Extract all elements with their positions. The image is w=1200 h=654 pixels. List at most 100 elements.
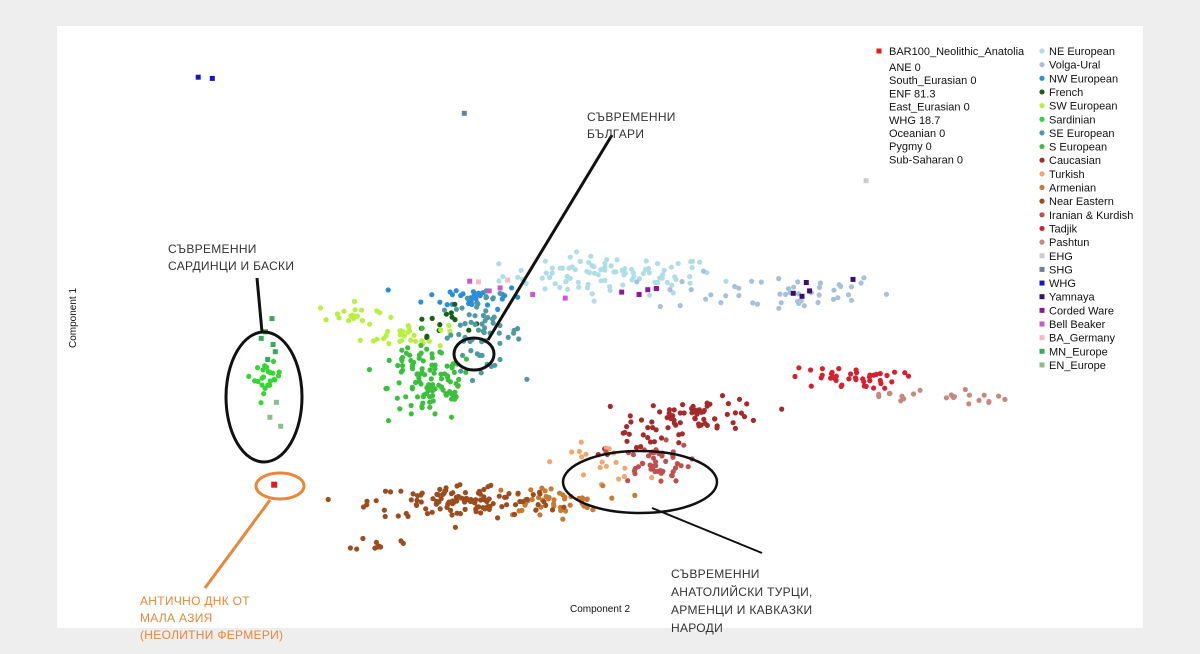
point-volga-ural bbox=[778, 300, 784, 306]
point-tadjik bbox=[861, 383, 867, 389]
point-near-eastern bbox=[477, 491, 483, 497]
legend-label-ne-european: NE European bbox=[1049, 46, 1115, 58]
point-ne-european bbox=[557, 265, 563, 271]
point-caucasian bbox=[679, 431, 685, 437]
point-sardinian bbox=[246, 373, 252, 379]
point-sw-european bbox=[374, 308, 380, 314]
point-caucasian bbox=[649, 419, 655, 425]
annotation-ellipse-sardinians bbox=[224, 330, 304, 464]
point-ne-european bbox=[660, 272, 666, 278]
point-armenian bbox=[590, 507, 596, 513]
point-armenian bbox=[516, 508, 522, 514]
point-ne-european bbox=[611, 269, 617, 275]
point-french bbox=[424, 335, 430, 341]
point-near-eastern bbox=[462, 499, 468, 505]
point-turkish bbox=[613, 459, 619, 465]
point-pashtun bbox=[962, 386, 968, 393]
point-tadjik bbox=[828, 375, 834, 381]
point-ne-european bbox=[552, 281, 558, 287]
point-ne-european bbox=[640, 270, 646, 277]
point-s-european bbox=[385, 418, 392, 424]
point-se-european bbox=[497, 340, 503, 346]
point-corded-ware bbox=[636, 292, 642, 297]
point-se-european bbox=[469, 377, 476, 384]
point-ne-european bbox=[607, 287, 613, 293]
point-near-eastern bbox=[418, 499, 424, 505]
point-near-eastern bbox=[418, 492, 424, 498]
point-s-european bbox=[403, 394, 409, 400]
point-volga-ural bbox=[776, 276, 782, 282]
point-caucasian bbox=[638, 444, 644, 450]
point-volga-ural bbox=[830, 296, 837, 302]
point-s-european bbox=[426, 382, 432, 388]
point-sardinian bbox=[271, 376, 277, 382]
point-s-european bbox=[395, 362, 401, 369]
point-ne-european bbox=[673, 276, 679, 282]
point-french bbox=[448, 310, 454, 316]
point-ne-european bbox=[608, 263, 614, 269]
point-se-european bbox=[441, 307, 448, 313]
point-iranian-kurdish bbox=[630, 452, 637, 458]
point-se-european bbox=[497, 290, 503, 296]
point-caucasian bbox=[712, 416, 718, 422]
point-caucasian bbox=[694, 411, 700, 417]
point-caucasian bbox=[653, 427, 659, 433]
point-nw-european bbox=[495, 306, 501, 312]
point-ne-european bbox=[629, 266, 635, 272]
point-volga-ural bbox=[736, 285, 742, 291]
point-volga-ural bbox=[758, 279, 764, 285]
point-sardinian bbox=[263, 364, 270, 370]
point-volga-ural bbox=[732, 283, 738, 290]
point-ne-european bbox=[675, 260, 681, 267]
point-caucasian bbox=[741, 414, 748, 420]
point-s-european bbox=[408, 402, 414, 409]
point-iranian-kurdish bbox=[685, 464, 691, 470]
point-armenian bbox=[542, 488, 548, 494]
legend-label-mn-europe: MN_Europe bbox=[1049, 346, 1108, 358]
point-sw-european bbox=[334, 311, 340, 317]
point-iranian-kurdish bbox=[625, 478, 631, 484]
point-tadjik bbox=[867, 372, 873, 378]
annotation-ellipse-ancient bbox=[254, 471, 306, 501]
point-iranian-kurdish bbox=[653, 463, 659, 469]
point-nw-european bbox=[499, 296, 505, 302]
point-caucasian bbox=[732, 410, 739, 416]
point-nw-european bbox=[385, 287, 391, 293]
point-s-european bbox=[449, 365, 455, 371]
point-sw-european bbox=[370, 338, 376, 344]
point-bell-beaker bbox=[467, 278, 473, 284]
point-volga-ural bbox=[776, 305, 782, 311]
point-iranian-kurdish bbox=[653, 459, 659, 465]
annotation-text-anatolian: СЪВРЕМЕННИ АНАТОЛИЙСКИ ТУРЦИ, АРМЕНЦИ И … bbox=[671, 567, 816, 635]
point-sw-european bbox=[380, 336, 387, 342]
point-tadjik bbox=[889, 379, 895, 385]
point-s-european bbox=[410, 363, 416, 369]
point-se-european bbox=[491, 314, 497, 320]
point-armenian bbox=[548, 486, 554, 492]
point-near-eastern bbox=[482, 506, 488, 512]
point-sw-european bbox=[385, 328, 391, 334]
legend-marker-ne-european bbox=[1039, 48, 1045, 54]
point-armenian bbox=[584, 496, 590, 503]
legend-label-shg: SHG bbox=[1049, 264, 1073, 276]
point-tadjik bbox=[796, 365, 802, 371]
legend-label-volga-ural: Volga-Ural bbox=[1049, 60, 1100, 72]
legend-marker-near-eastern bbox=[1039, 198, 1045, 204]
point-near-eastern bbox=[517, 498, 523, 505]
point-pashtun bbox=[976, 397, 982, 403]
point-tadjik bbox=[808, 367, 814, 373]
point-nw-european bbox=[509, 285, 515, 291]
point-caucasian bbox=[620, 430, 626, 436]
point-nw-european bbox=[468, 298, 474, 304]
point-french bbox=[437, 322, 443, 328]
legend-marker-sample bbox=[876, 48, 882, 54]
point-pashtun bbox=[948, 392, 954, 398]
point-caucasian bbox=[624, 424, 630, 430]
point-caucasian bbox=[633, 445, 640, 451]
point-volga-ural bbox=[667, 287, 673, 293]
point-sw-european bbox=[397, 338, 403, 344]
point-pashtun bbox=[996, 393, 1002, 399]
legend-label-near-eastern: Near Eastern bbox=[1049, 196, 1114, 208]
point-iranian-kurdish bbox=[646, 453, 652, 459]
point-tadjik bbox=[808, 383, 814, 389]
